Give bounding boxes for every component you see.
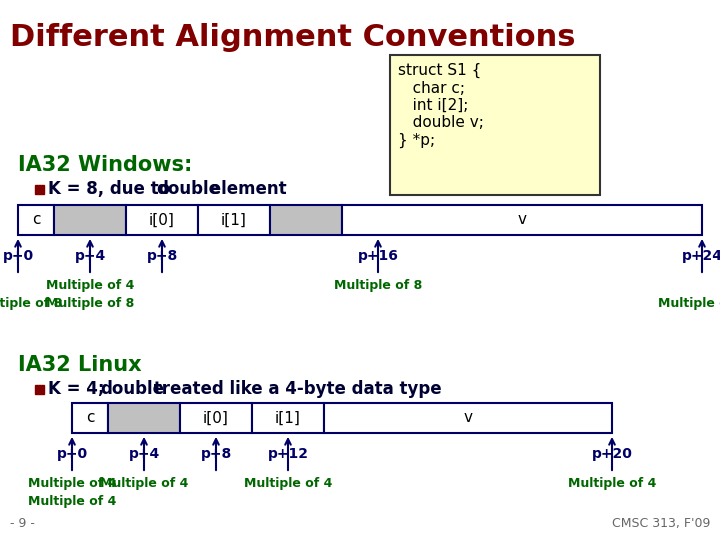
Text: Different Alignment Conventions: Different Alignment Conventions [10, 24, 575, 52]
Text: K = 4;: K = 4; [48, 380, 110, 398]
Text: i[0]: i[0] [149, 213, 175, 227]
Bar [270, 205, 342, 235]
Text: i[0]: i[0] [203, 410, 229, 426]
Text: double: double [156, 180, 220, 198]
Text: Multiple of 4: Multiple of 4 [244, 477, 332, 490]
Text: c: c [86, 410, 94, 426]
Text: p+8: p+8 [200, 447, 232, 461]
Text: p+24: p+24 [682, 249, 720, 263]
Text: element: element [204, 180, 287, 198]
Text: struct S1 {
   char c;
   int i[2];
   double v;
} *p;: struct S1 { char c; int i[2]; double v; … [398, 63, 484, 148]
Text: Multiple of 4: Multiple of 4 [46, 279, 134, 292]
Text: p+12: p+12 [268, 447, 308, 461]
Bar [324, 403, 612, 433]
Text: p+16: p+16 [358, 249, 398, 263]
Text: Multiple of 8: Multiple of 8 [658, 297, 720, 310]
Text: Multiple of 8: Multiple of 8 [334, 279, 422, 292]
Text: i[1]: i[1] [221, 213, 247, 227]
Text: Multiple of 4: Multiple of 4 [28, 495, 116, 508]
Bar [35, 385, 44, 394]
Text: c: c [32, 213, 40, 227]
Text: p+0: p+0 [56, 447, 88, 461]
Text: Multiple of 8: Multiple of 8 [0, 297, 62, 310]
Text: - 9 -: - 9 - [10, 517, 35, 530]
Text: Multiple of 4: Multiple of 4 [100, 477, 188, 490]
Bar [108, 403, 180, 433]
Bar [180, 403, 252, 433]
Text: CMSC 313, F'09: CMSC 313, F'09 [611, 517, 710, 530]
Text: p+8: p+8 [146, 249, 178, 263]
Bar [390, 55, 600, 195]
Bar [35, 185, 44, 194]
Bar [18, 205, 54, 235]
Text: p+4: p+4 [128, 447, 160, 461]
Bar [126, 205, 198, 235]
Text: Multiple of 8: Multiple of 8 [46, 297, 134, 310]
Text: Multiple of 4: Multiple of 4 [28, 477, 116, 490]
Text: Multiple of 4: Multiple of 4 [568, 477, 656, 490]
Bar [198, 205, 270, 235]
Text: treated like a 4-byte data type: treated like a 4-byte data type [148, 380, 441, 398]
Text: IA32 Linux: IA32 Linux [18, 355, 142, 375]
Text: double: double [100, 380, 164, 398]
Bar [252, 403, 324, 433]
Text: K = 8, due to: K = 8, due to [48, 180, 176, 198]
Bar [72, 403, 108, 433]
Bar [342, 205, 702, 235]
Text: p+0: p+0 [2, 249, 34, 263]
Text: v: v [464, 410, 472, 426]
Text: p+20: p+20 [592, 447, 632, 461]
Text: p+4: p+4 [74, 249, 106, 263]
Text: i[1]: i[1] [275, 410, 301, 426]
Text: IA32 Windows:: IA32 Windows: [18, 155, 192, 175]
Bar [54, 205, 126, 235]
Text: v: v [518, 213, 526, 227]
